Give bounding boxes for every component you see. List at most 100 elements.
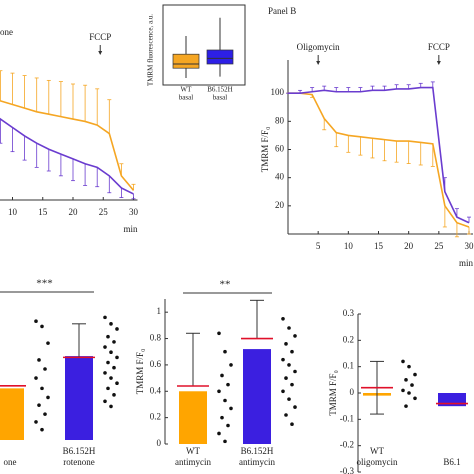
data-point bbox=[223, 349, 227, 354]
x-tick-label: 20 bbox=[404, 241, 414, 251]
x-tick-label: 5 bbox=[316, 241, 321, 251]
data-point bbox=[284, 376, 288, 380]
data-point bbox=[34, 319, 38, 324]
data-point bbox=[43, 367, 47, 371]
series-line bbox=[288, 86, 470, 224]
y-tick-label: -0.1 bbox=[340, 413, 354, 423]
data-point bbox=[223, 398, 227, 403]
data-point bbox=[34, 420, 38, 424]
data-point bbox=[112, 393, 116, 397]
x-tick-label: 25 bbox=[434, 241, 444, 251]
data-point bbox=[284, 342, 288, 346]
data-point bbox=[287, 363, 291, 367]
data-point bbox=[226, 382, 230, 387]
x-tick-label: 10 bbox=[8, 207, 18, 217]
data-point bbox=[281, 357, 285, 362]
y-tick-label: 0.8 bbox=[150, 333, 162, 343]
data-point bbox=[46, 395, 50, 400]
y-tick-label: 80 bbox=[275, 115, 285, 125]
bar bbox=[0, 388, 24, 440]
box bbox=[172, 53, 200, 69]
x-tick-label: one bbox=[4, 457, 17, 467]
panel-title: Panel B bbox=[268, 6, 296, 16]
y-axis-label: TMRM F/F₀ bbox=[260, 127, 270, 172]
x-tick-label: WT bbox=[186, 446, 200, 456]
annotation: FCCP bbox=[89, 32, 111, 42]
data-point bbox=[103, 315, 107, 320]
data-point bbox=[115, 381, 119, 386]
data-point bbox=[40, 427, 44, 432]
significance: ** bbox=[220, 279, 231, 291]
annotation: Oligomycin bbox=[297, 42, 340, 52]
y-axis-label: TMRM F/F₀ bbox=[328, 370, 338, 415]
data-point bbox=[401, 388, 405, 393]
x-tick-label: antimycin bbox=[175, 457, 211, 467]
x-tick-label: oligomycin bbox=[357, 457, 398, 467]
data-point bbox=[109, 322, 113, 326]
data-point bbox=[281, 316, 285, 321]
x-tick-label: basal bbox=[213, 94, 227, 102]
x-tick-label: 20 bbox=[69, 207, 79, 217]
arrow-head bbox=[436, 61, 441, 65]
data-point bbox=[217, 331, 221, 336]
data-point bbox=[290, 349, 294, 354]
x-tick-label: WT bbox=[181, 86, 193, 94]
data-point bbox=[103, 371, 107, 375]
y-tick-label: 0.6 bbox=[150, 359, 162, 369]
x-tick-label: 30 bbox=[129, 207, 139, 217]
data-point bbox=[106, 386, 110, 391]
data-point bbox=[293, 405, 297, 409]
inset-frame bbox=[162, 4, 246, 86]
x-tick-label: B6.152H bbox=[207, 86, 232, 94]
data-point bbox=[404, 404, 408, 408]
data-point bbox=[106, 360, 110, 365]
bar bbox=[179, 391, 207, 444]
data-point bbox=[293, 334, 297, 338]
data-point bbox=[410, 383, 414, 387]
data-point bbox=[103, 399, 107, 404]
data-point bbox=[404, 378, 408, 382]
x-tick-label: 15 bbox=[374, 241, 384, 251]
data-point bbox=[229, 363, 233, 367]
x-tick-label: 15 bbox=[38, 207, 48, 217]
y-tick-label: -0.2 bbox=[340, 440, 354, 450]
x-axis-label: min bbox=[123, 224, 138, 234]
data-point bbox=[413, 372, 417, 377]
y-tick-label: 0 bbox=[350, 387, 355, 397]
data-point bbox=[106, 334, 110, 339]
data-point bbox=[287, 326, 291, 330]
y-tick-label: 40 bbox=[275, 172, 285, 182]
data-point bbox=[407, 364, 411, 369]
x-tick-label: 30 bbox=[465, 241, 474, 251]
data-point bbox=[290, 382, 294, 387]
arrow-head bbox=[316, 61, 321, 65]
x-tick-label: WT bbox=[370, 446, 384, 456]
x-tick-label: rotenone bbox=[63, 457, 95, 467]
y-tick-label: 20 bbox=[275, 200, 285, 210]
data-point bbox=[34, 376, 38, 380]
data-point bbox=[217, 389, 221, 394]
x-tick-label: 25 bbox=[99, 207, 109, 217]
data-point bbox=[115, 327, 119, 331]
data-point bbox=[37, 358, 41, 362]
data-point bbox=[413, 396, 417, 401]
data-point bbox=[223, 439, 227, 444]
bar bbox=[243, 349, 271, 444]
data-point bbox=[115, 355, 119, 360]
x-tick-label: 10 bbox=[344, 241, 354, 251]
y-tick-label: 1 bbox=[157, 306, 162, 316]
y-tick-label: 0.4 bbox=[150, 385, 162, 395]
x-tick-label: B6.152H bbox=[63, 446, 96, 456]
box bbox=[206, 49, 234, 65]
y-tick-label: 0.1 bbox=[343, 361, 354, 371]
x-tick-label: antimycin bbox=[239, 457, 275, 467]
data-point bbox=[112, 365, 116, 370]
x-axis-label: min bbox=[459, 258, 474, 268]
data-point bbox=[37, 403, 41, 407]
x-tick-label: B6.152H bbox=[241, 446, 274, 456]
y-axis-label: TMRM F/F₀ bbox=[135, 349, 145, 394]
y-tick-label: 100 bbox=[271, 87, 285, 97]
data-point bbox=[281, 389, 285, 394]
data-point bbox=[401, 359, 405, 364]
